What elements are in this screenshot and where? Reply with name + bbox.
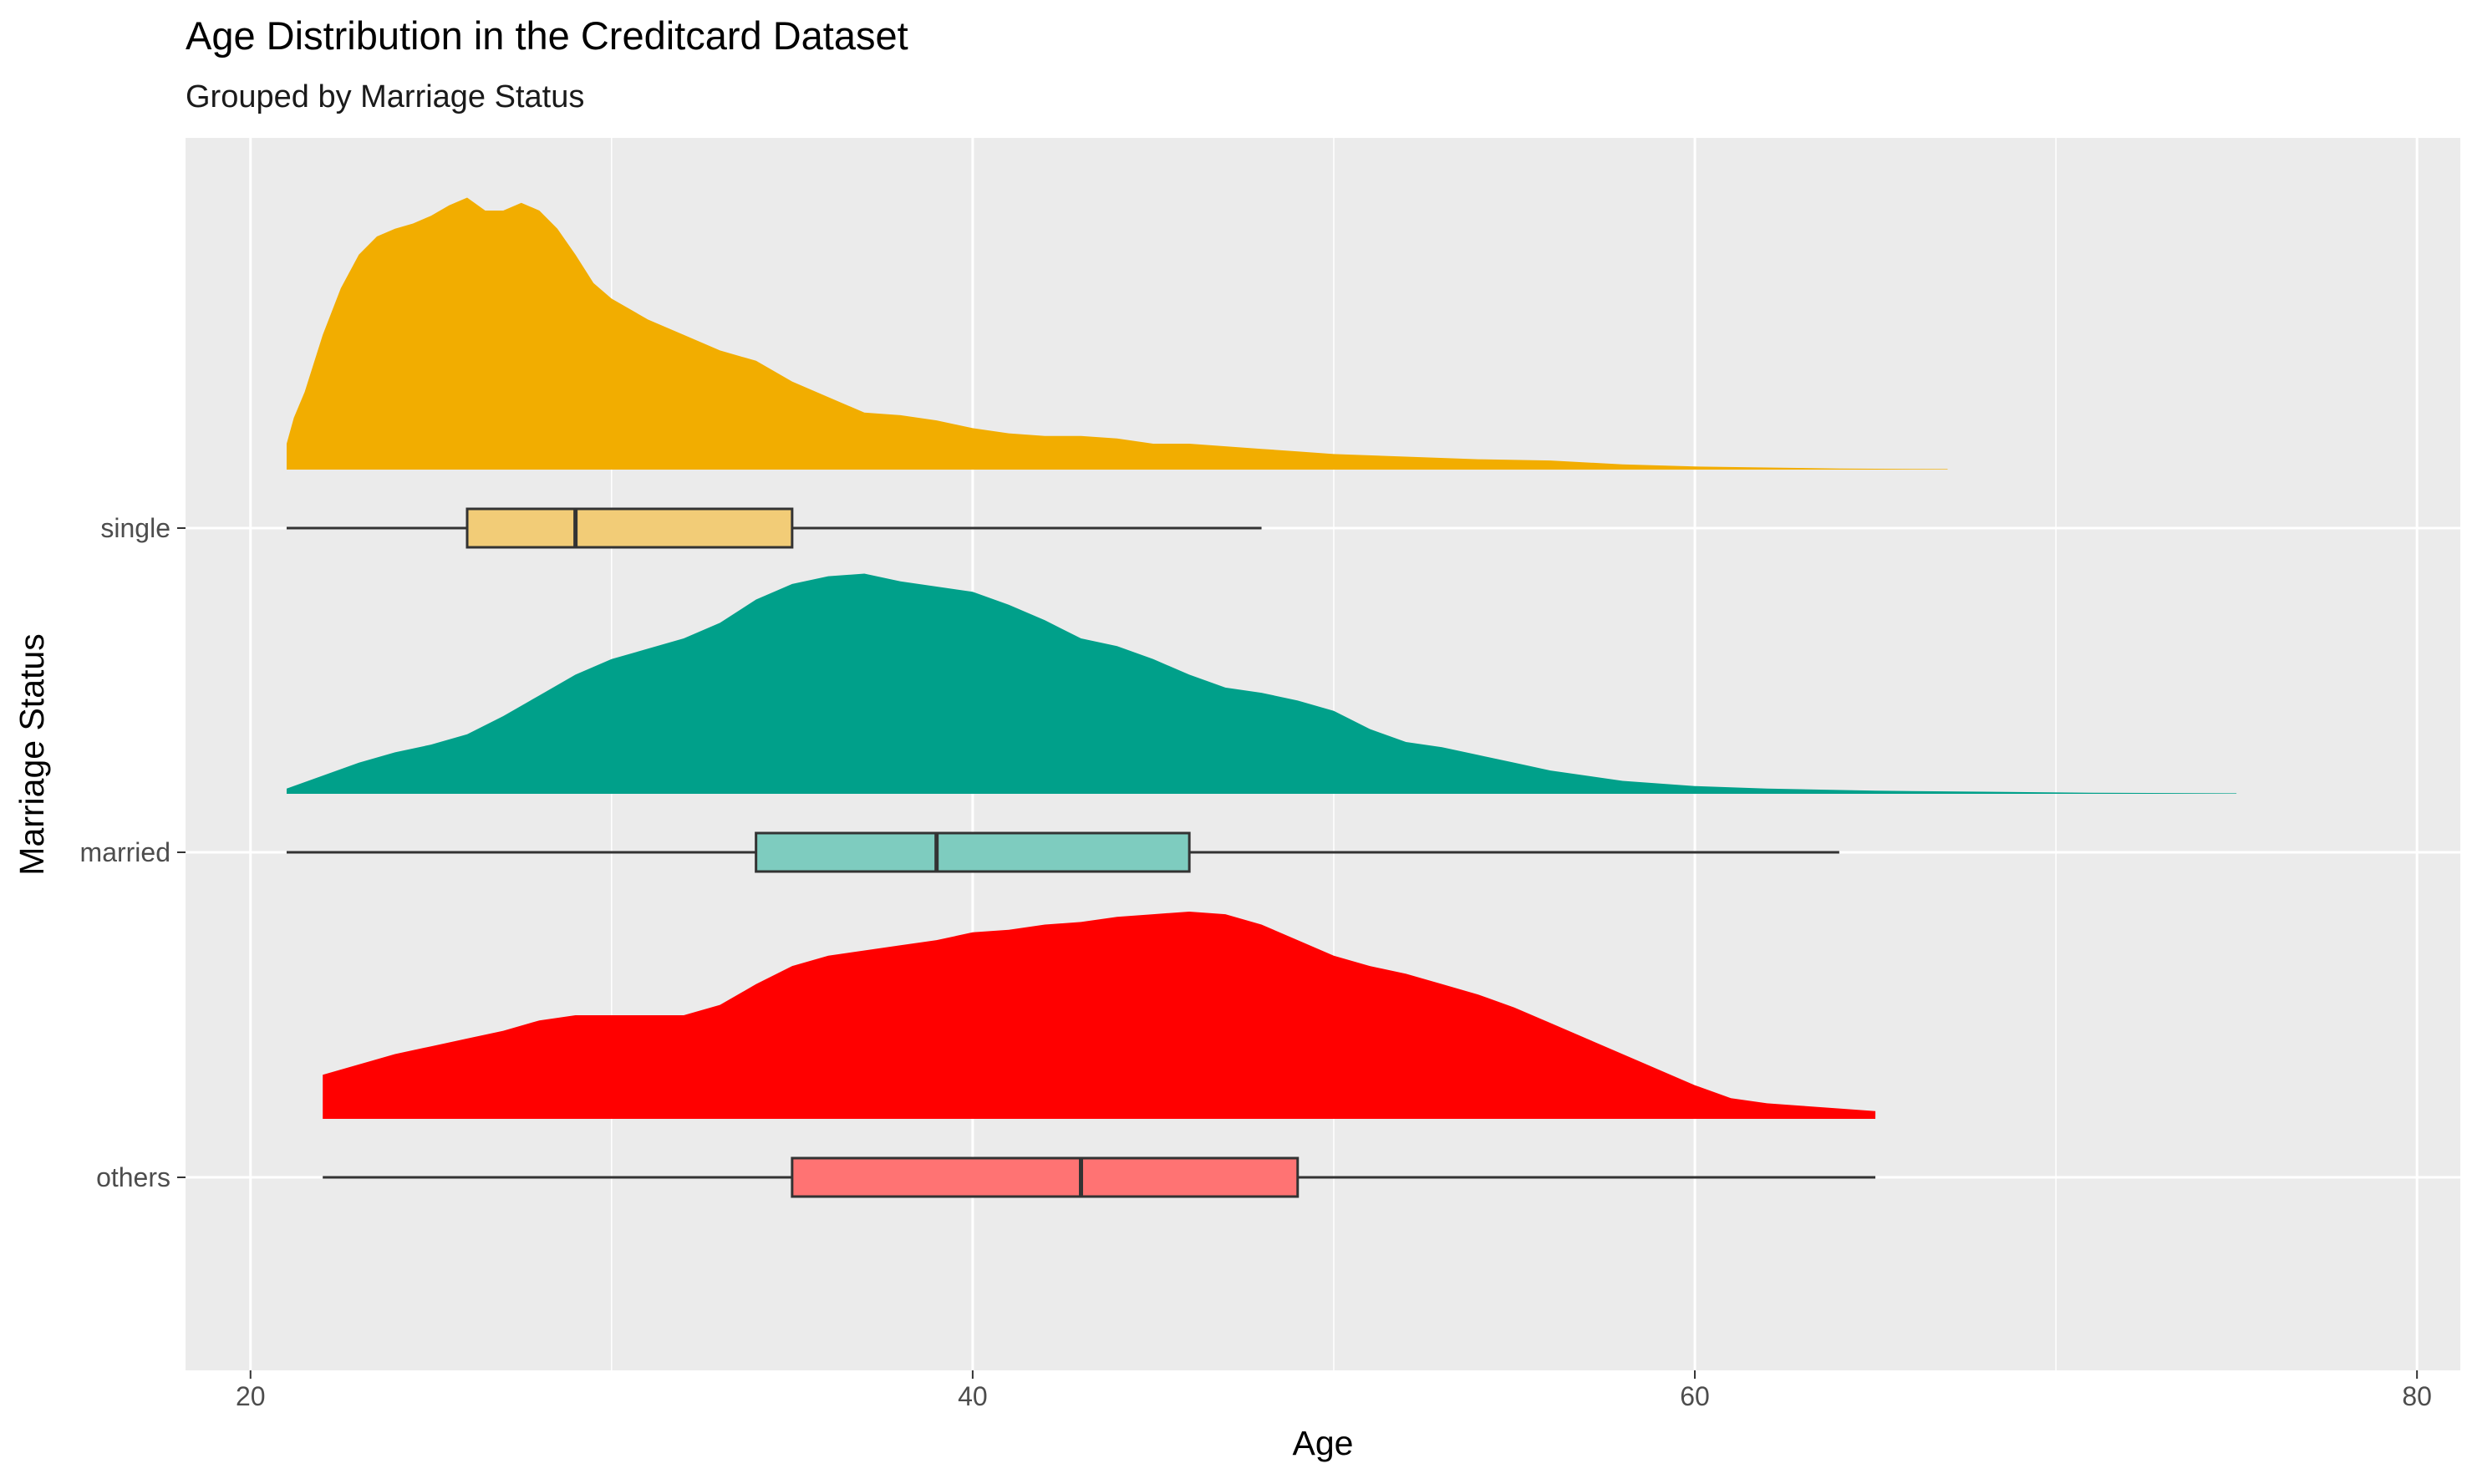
y-tick-label: married <box>80 837 170 867</box>
box-married <box>755 831 1191 873</box>
chart-title: Age Distribution in the Creditcard Datas… <box>186 13 908 58</box>
chart-subtitle: Grouped by Marriage Status <box>186 79 584 114</box>
x-axis-title: Age <box>1293 1424 1354 1462</box>
density-single <box>286 197 1948 470</box>
x-tick-label: 20 <box>236 1381 266 1411</box>
box-single <box>465 507 794 549</box>
density-layer <box>286 197 2237 1119</box>
x-axis: 20 40 60 80 <box>236 1370 2432 1411</box>
y-axis: single married others <box>80 513 186 1192</box>
x-tick-label: 60 <box>1680 1381 1710 1411</box>
boxplot-layer <box>286 507 1876 1198</box>
x-tick-label: 80 <box>2402 1381 2432 1411</box>
density-others <box>323 912 1876 1119</box>
y-tick-label: others <box>96 1162 170 1192</box>
box-others <box>791 1156 1300 1198</box>
y-tick-label: single <box>100 513 170 543</box>
y-axis-title: Marriage Status <box>13 633 51 875</box>
density-married <box>286 573 2237 794</box>
x-tick-label: 40 <box>958 1381 988 1411</box>
